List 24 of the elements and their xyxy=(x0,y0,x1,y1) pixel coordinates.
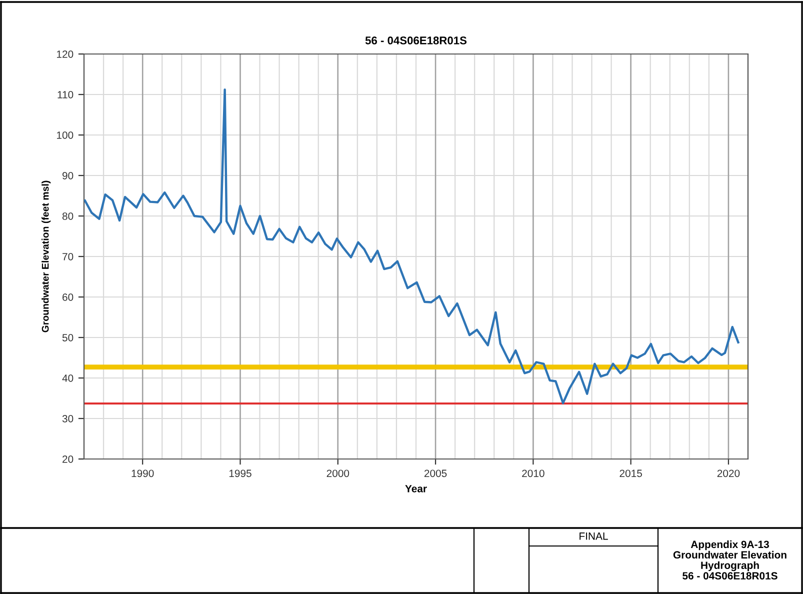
y-tick-label: 80 xyxy=(62,212,74,220)
x-tick-label: 1990 xyxy=(132,470,154,478)
x-tick-label: 2010 xyxy=(522,470,544,478)
x-tick-label: 2000 xyxy=(326,470,350,478)
y-tick-label: 40 xyxy=(62,374,74,382)
y-tick-label: 20 xyxy=(62,456,74,463)
y-tick-label: 50 xyxy=(62,334,74,342)
x-tick-label: 2020 xyxy=(717,470,740,478)
y-tick-label: 90 xyxy=(62,172,74,180)
x-tick-label: 1995 xyxy=(229,470,252,478)
y-axis-title: Groundwater Elevation (feet msl) xyxy=(42,180,51,332)
text: FINAL xyxy=(580,532,608,540)
x-tick-label: 2005 xyxy=(424,470,447,478)
y-tick-label: 110 xyxy=(58,91,74,98)
y-tick-label: 30 xyxy=(62,415,74,422)
text: Appendix 9A-13 Groundwater Elevation Hydrograph 56 - 04S06E18R01S xyxy=(673,540,786,580)
y-tick-label: 100 xyxy=(57,132,74,139)
y-tick-label: 120 xyxy=(57,50,74,58)
line-series xyxy=(84,88,740,404)
y-tick-label: 70 xyxy=(62,253,74,260)
chart-title: 56 - 04S06E18R01S xyxy=(365,36,467,44)
x-tick-label: 2015 xyxy=(620,470,642,478)
y-tick-label: 60 xyxy=(62,294,74,301)
x-axis-title: Year xyxy=(405,485,427,492)
